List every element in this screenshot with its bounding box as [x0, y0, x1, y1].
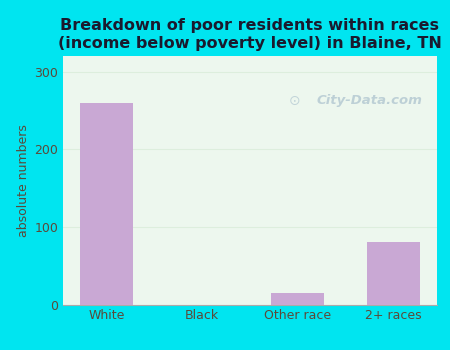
Text: ⊙: ⊙ — [289, 94, 301, 108]
Bar — [80, 103, 133, 304]
Title: Breakdown of poor residents within races
(income below poverty level) in Blaine,: Breakdown of poor residents within races… — [58, 18, 442, 51]
Bar — [367, 242, 419, 304]
Bar — [271, 293, 324, 304]
Y-axis label: absolute numbers: absolute numbers — [17, 124, 30, 237]
Text: City-Data.com: City-Data.com — [317, 94, 423, 107]
